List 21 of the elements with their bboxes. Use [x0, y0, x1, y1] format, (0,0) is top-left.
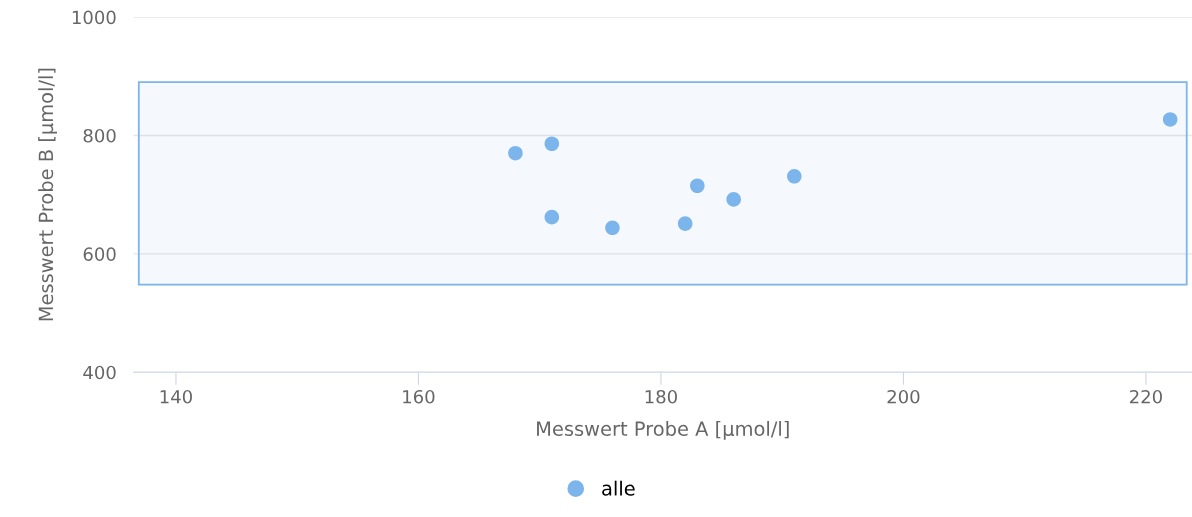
- x-tick-label: 160: [403, 389, 435, 404]
- legend-label: alle: [602, 480, 635, 496]
- point: [726, 192, 741, 207]
- x-tick-label: 180: [645, 389, 677, 404]
- y-tick-label: 1000: [72, 10, 116, 25]
- y-axis-title: Messwert Probe B [µmol/l]: [38, 68, 57, 321]
- point: [787, 169, 802, 184]
- point: [690, 178, 705, 194]
- y-tick-label: 800: [83, 128, 116, 143]
- x-tick-label: 220: [1130, 389, 1162, 404]
- x-tick-label: 140: [160, 389, 192, 404]
- point: [677, 216, 693, 231]
- point: [605, 220, 620, 236]
- point: [544, 136, 560, 152]
- x-axis-title: Messwert Probe A [µmol/l]: [537, 420, 789, 440]
- y-tick-label: 600: [83, 247, 116, 261]
- point: [508, 145, 523, 161]
- point: [1162, 112, 1178, 127]
- y-tick-label: 400: [83, 365, 116, 380]
- point: [544, 209, 560, 225]
- x-tick-label: 200: [887, 389, 920, 404]
